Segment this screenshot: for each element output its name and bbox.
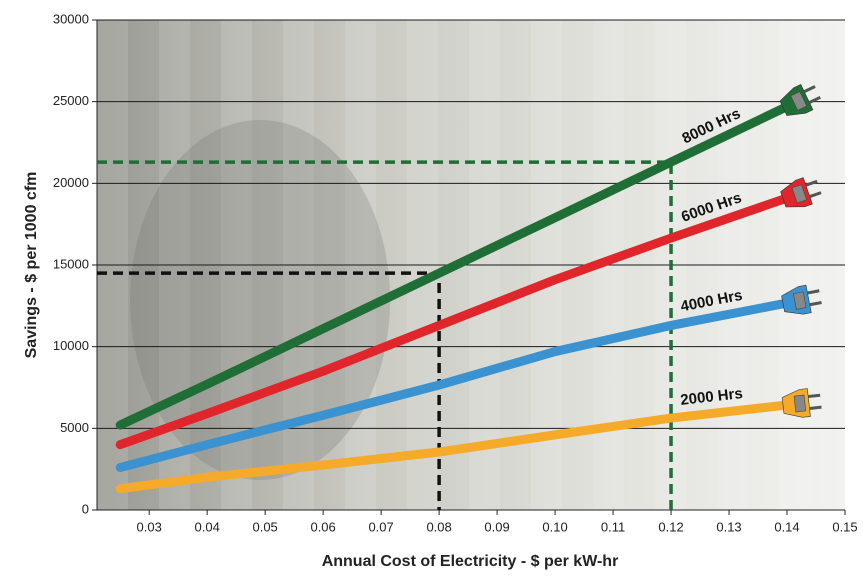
x-tick-label: 0.10	[542, 519, 567, 534]
x-tick-label: 0.14	[774, 519, 799, 534]
y-axis-title: Savings - $ per 1000 cfm	[23, 172, 40, 359]
y-tick-label: 0	[82, 501, 89, 516]
x-tick-label: 0.09	[484, 519, 509, 534]
x-tick-label: 0.15	[832, 519, 857, 534]
y-tick-label: 20000	[53, 175, 89, 190]
plug-face	[794, 395, 806, 412]
y-tick-label: 5000	[60, 420, 89, 435]
x-tick-label: 0.03	[137, 519, 162, 534]
x-tick-label: 0.08	[426, 519, 451, 534]
x-axis-title: Annual Cost of Electricity - $ per kW-hr	[322, 553, 619, 570]
x-tick-label: 0.04	[195, 519, 220, 534]
y-tick-label: 30000	[53, 11, 89, 26]
x-tick-label: 0.13	[716, 519, 741, 534]
y-tick-label: 15000	[53, 256, 89, 271]
y-tick-label: 25000	[53, 93, 89, 108]
x-tick-label: 0.07	[368, 519, 393, 534]
plug-prong	[810, 407, 822, 408]
x-tick-label: 0.06	[310, 519, 335, 534]
x-tick-label: 0.05	[252, 519, 277, 534]
y-tick-label: 10000	[53, 338, 89, 353]
plug-prong	[808, 395, 820, 396]
chart: 0 5000 10000 15000 20000 25000 30000 0.03 0.04 0.…	[0, 0, 863, 578]
x-tick-label: 0.11	[601, 519, 625, 534]
x-tick-label: 0.12	[658, 519, 683, 534]
